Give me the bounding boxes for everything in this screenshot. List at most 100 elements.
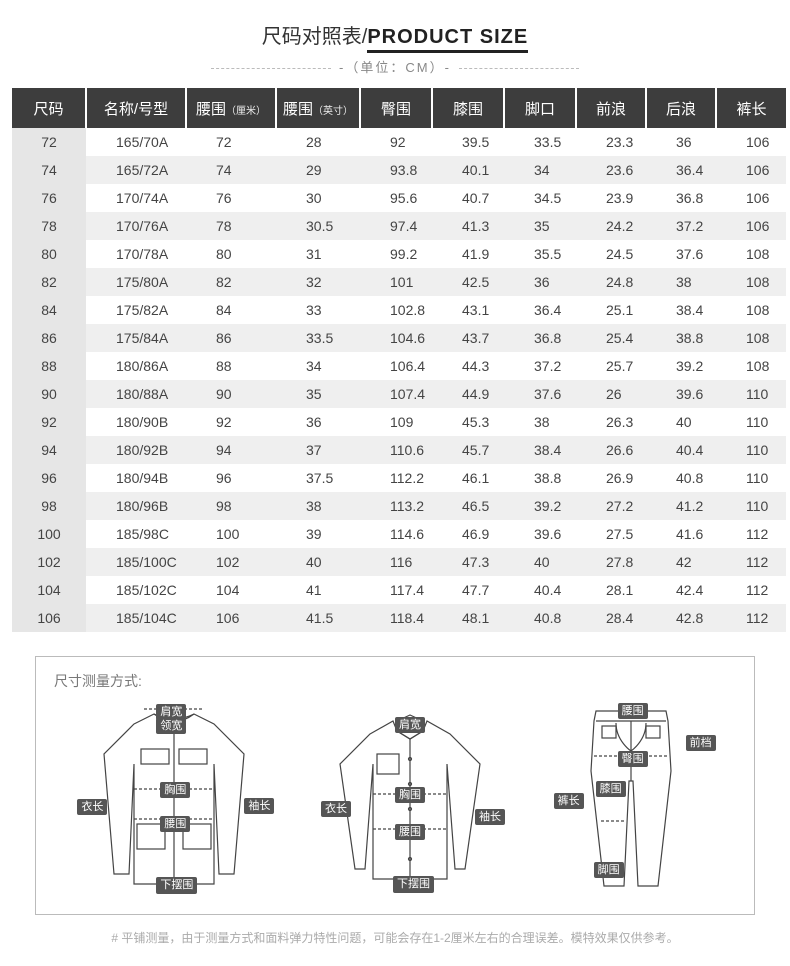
table-cell: 175/82A (86, 296, 186, 324)
table-cell: 25.7 (576, 352, 646, 380)
measure-title: 尺寸测量方式: (54, 671, 736, 691)
table-cell: 165/72A (86, 156, 186, 184)
table-cell: 180/86A (86, 352, 186, 380)
table-cell: 96 (186, 464, 276, 492)
label-shoulder: 肩宽 (395, 717, 425, 733)
table-cell: 93.8 (360, 156, 432, 184)
table-cell: 38.4 (504, 436, 576, 464)
table-cell: 84 (12, 296, 86, 324)
table-cell: 23.6 (576, 156, 646, 184)
table-cell: 74 (12, 156, 86, 184)
table-cell: 31 (276, 240, 360, 268)
table-row: 104185/102C10441117.447.740.428.142.4112 (12, 576, 786, 604)
measure-box: 尺寸测量方式: 肩宽 领宽 胸围 衣长 腰围 下摆围 袖长 (35, 656, 755, 915)
table-cell: 37.2 (646, 212, 716, 240)
table-cell: 40 (276, 548, 360, 576)
jacket-diagram: 肩宽 领宽 胸围 衣长 腰围 下摆围 袖长 (74, 704, 274, 894)
column-header: 腰围（厘米） (186, 88, 276, 128)
column-header: 膝围 (432, 88, 504, 128)
table-cell: 35 (276, 380, 360, 408)
table-cell: 44.9 (432, 380, 504, 408)
table-cell: 42.8 (646, 604, 716, 632)
table-cell: 110 (716, 380, 786, 408)
table-cell: 113.2 (360, 492, 432, 520)
table-cell: 80 (186, 240, 276, 268)
table-cell: 36.8 (646, 184, 716, 212)
table-cell: 28.1 (576, 576, 646, 604)
label-collar: 领宽 (156, 718, 186, 734)
diagrams-row: 肩宽 领宽 胸围 衣长 腰围 下摆围 袖长 肩宽 胸围 衣长 腰围 (54, 701, 736, 896)
table-cell: 170/74A (86, 184, 186, 212)
table-cell: 40 (646, 408, 716, 436)
table-row: 94180/92B9437110.645.738.426.640.4110 (12, 436, 786, 464)
table-header-row: 尺码名称/号型腰围（厘米）腰围（英寸）臀围膝围脚口前浪后浪裤长 (12, 88, 786, 128)
table-cell: 180/90B (86, 408, 186, 436)
table-cell: 33 (276, 296, 360, 324)
table-cell: 180/94B (86, 464, 186, 492)
table-cell: 112 (716, 604, 786, 632)
table-cell: 36.4 (646, 156, 716, 184)
table-row: 74165/72A742993.840.13423.636.4106 (12, 156, 786, 184)
table-cell: 112 (716, 520, 786, 548)
table-cell: 38.8 (504, 464, 576, 492)
table-cell: 94 (12, 436, 86, 464)
table-row: 102185/100C1024011647.34027.842112 (12, 548, 786, 576)
table-cell: 117.4 (360, 576, 432, 604)
table-cell: 48.1 (432, 604, 504, 632)
table-row: 72165/70A72289239.533.523.336106 (12, 128, 786, 156)
table-cell: 40 (504, 548, 576, 576)
table-row: 92180/90B923610945.33826.340110 (12, 408, 786, 436)
column-header: 尺码 (12, 88, 86, 128)
table-cell: 86 (12, 324, 86, 352)
table-cell: 38 (504, 408, 576, 436)
table-cell: 106 (716, 156, 786, 184)
table-cell: 38.4 (646, 296, 716, 324)
table-cell: 28.4 (576, 604, 646, 632)
table-cell: 41.9 (432, 240, 504, 268)
table-cell: 40.8 (504, 604, 576, 632)
table-cell: 42.4 (646, 576, 716, 604)
table-row: 78170/76A7830.597.441.33524.237.2106 (12, 212, 786, 240)
table-cell: 45.3 (432, 408, 504, 436)
table-cell: 26.6 (576, 436, 646, 464)
table-cell: 106 (716, 212, 786, 240)
table-cell: 41.3 (432, 212, 504, 240)
table-cell: 30 (276, 184, 360, 212)
table-cell: 180/88A (86, 380, 186, 408)
table-cell: 106.4 (360, 352, 432, 380)
table-cell: 112 (716, 576, 786, 604)
table-cell: 40.7 (432, 184, 504, 212)
table-cell: 37 (276, 436, 360, 464)
table-cell: 34 (504, 156, 576, 184)
table-cell: 99.2 (360, 240, 432, 268)
table-cell: 41.6 (646, 520, 716, 548)
title-row: 尺码对照表/PRODUCT SIZE (0, 20, 790, 49)
table-cell: 44.3 (432, 352, 504, 380)
table-cell: 78 (12, 212, 86, 240)
table-cell: 39 (276, 520, 360, 548)
table-cell: 84 (186, 296, 276, 324)
table-cell: 88 (186, 352, 276, 380)
table-cell: 116 (360, 548, 432, 576)
table-cell: 47.3 (432, 548, 504, 576)
table-cell: 39.6 (646, 380, 716, 408)
table-cell: 101 (360, 268, 432, 296)
table-cell: 38 (276, 492, 360, 520)
table-row: 80170/78A803199.241.935.524.537.6108 (12, 240, 786, 268)
column-header: 臀围 (360, 88, 432, 128)
table-cell: 36 (276, 408, 360, 436)
table-cell: 29 (276, 156, 360, 184)
table-row: 96180/94B9637.5112.246.138.826.940.8110 (12, 464, 786, 492)
label-sleeve: 袖长 (475, 809, 505, 825)
table-cell: 24.5 (576, 240, 646, 268)
table-cell: 72 (12, 128, 86, 156)
table-cell: 100 (12, 520, 86, 548)
table-row: 84175/82A8433102.843.136.425.138.4108 (12, 296, 786, 324)
table-cell: 46.5 (432, 492, 504, 520)
table-cell: 106 (12, 604, 86, 632)
table-cell: 108 (716, 352, 786, 380)
table-cell: 39.2 (504, 492, 576, 520)
shirt-diagram: 肩宽 胸围 衣长 腰围 下摆围 袖长 (315, 709, 505, 889)
table-cell: 30.5 (276, 212, 360, 240)
table-cell: 26.3 (576, 408, 646, 436)
